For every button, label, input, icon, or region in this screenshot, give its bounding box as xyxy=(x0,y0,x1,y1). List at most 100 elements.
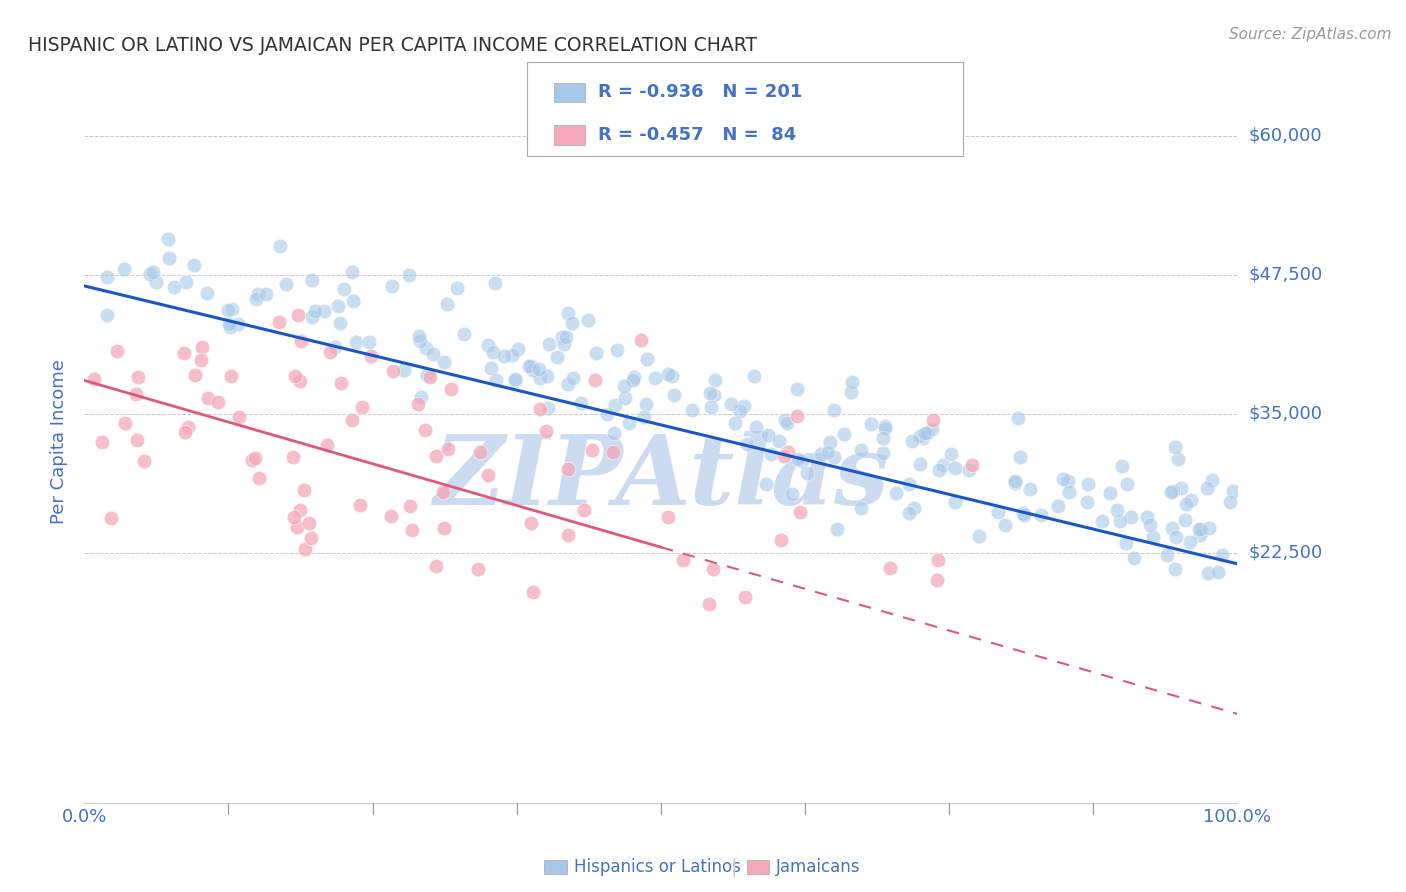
Point xyxy=(943,495,966,509)
Point xyxy=(775,413,797,427)
Point xyxy=(703,388,725,402)
Point xyxy=(921,422,943,436)
Point xyxy=(596,407,619,421)
Point xyxy=(477,338,499,352)
Point xyxy=(755,477,778,491)
Point xyxy=(342,293,364,308)
Point xyxy=(1142,530,1164,544)
Point xyxy=(267,315,290,329)
Point xyxy=(987,505,1010,519)
Point xyxy=(340,265,363,279)
Point xyxy=(557,377,579,392)
Point xyxy=(1012,506,1035,520)
Point xyxy=(195,286,218,301)
Point xyxy=(519,516,541,531)
Point xyxy=(737,436,759,450)
Point xyxy=(399,499,422,513)
Point xyxy=(1201,474,1223,488)
Point xyxy=(1105,503,1128,517)
Point xyxy=(702,562,724,576)
Point xyxy=(156,232,179,246)
Point xyxy=(1136,510,1159,524)
Text: $47,500: $47,500 xyxy=(1249,266,1323,284)
Point xyxy=(91,435,114,450)
Point xyxy=(96,269,118,284)
Text: R = -0.457   N =  84: R = -0.457 N = 84 xyxy=(598,126,796,144)
Point xyxy=(467,562,489,576)
Point xyxy=(508,342,530,356)
Point xyxy=(903,501,925,516)
Point xyxy=(519,359,541,373)
Point xyxy=(786,383,808,397)
Point xyxy=(1115,536,1137,550)
Point xyxy=(294,542,316,557)
Point xyxy=(357,335,380,350)
Point xyxy=(342,413,364,427)
Point xyxy=(733,399,755,413)
Point xyxy=(915,425,938,440)
Point xyxy=(522,584,544,599)
Point xyxy=(501,349,523,363)
Point xyxy=(969,528,991,542)
Point xyxy=(247,287,270,301)
Point xyxy=(245,293,267,307)
Point xyxy=(932,458,955,472)
Point xyxy=(301,273,323,287)
Point xyxy=(1197,481,1219,495)
Point xyxy=(183,368,205,383)
Point xyxy=(603,426,626,441)
Point xyxy=(1206,566,1229,580)
Point xyxy=(163,280,186,294)
Point xyxy=(825,522,848,536)
Point xyxy=(1109,514,1132,528)
Point xyxy=(1123,551,1146,566)
Point xyxy=(921,413,943,427)
Point xyxy=(557,306,579,320)
Point xyxy=(1161,483,1184,498)
Point xyxy=(105,343,128,358)
Point xyxy=(873,421,896,435)
Point xyxy=(477,467,499,482)
Point xyxy=(633,410,655,425)
Point xyxy=(927,552,949,566)
Point xyxy=(790,454,813,468)
Point xyxy=(437,442,460,457)
Point xyxy=(100,510,122,524)
Point xyxy=(1166,530,1188,544)
Point xyxy=(879,561,901,575)
Point xyxy=(810,446,832,460)
Point xyxy=(1076,495,1098,509)
Point xyxy=(1164,561,1187,575)
Point xyxy=(221,302,243,317)
Point xyxy=(621,373,644,387)
Point xyxy=(228,410,250,425)
Point xyxy=(780,486,803,500)
Point xyxy=(914,425,936,440)
Point xyxy=(623,370,645,384)
Point xyxy=(724,416,747,430)
Point xyxy=(1167,452,1189,467)
Point xyxy=(839,384,862,399)
Point xyxy=(177,420,200,434)
Point xyxy=(529,371,551,385)
Text: R = -0.936   N = 201: R = -0.936 N = 201 xyxy=(598,83,801,102)
Point xyxy=(112,262,135,277)
Point xyxy=(485,373,508,387)
Point xyxy=(247,471,270,485)
Point xyxy=(602,445,624,459)
Point xyxy=(173,425,195,439)
Point xyxy=(572,503,595,517)
Point xyxy=(759,447,782,461)
Point xyxy=(1012,508,1035,523)
Point xyxy=(1180,493,1202,508)
Point xyxy=(381,279,404,293)
Point xyxy=(789,505,811,519)
Point xyxy=(350,400,373,414)
Text: ZIPAtlas: ZIPAtlas xyxy=(433,431,889,524)
Point xyxy=(436,297,458,311)
Point xyxy=(699,386,721,401)
Point xyxy=(1188,522,1211,536)
Point xyxy=(769,533,792,547)
Point xyxy=(823,403,845,417)
Point xyxy=(553,337,575,351)
